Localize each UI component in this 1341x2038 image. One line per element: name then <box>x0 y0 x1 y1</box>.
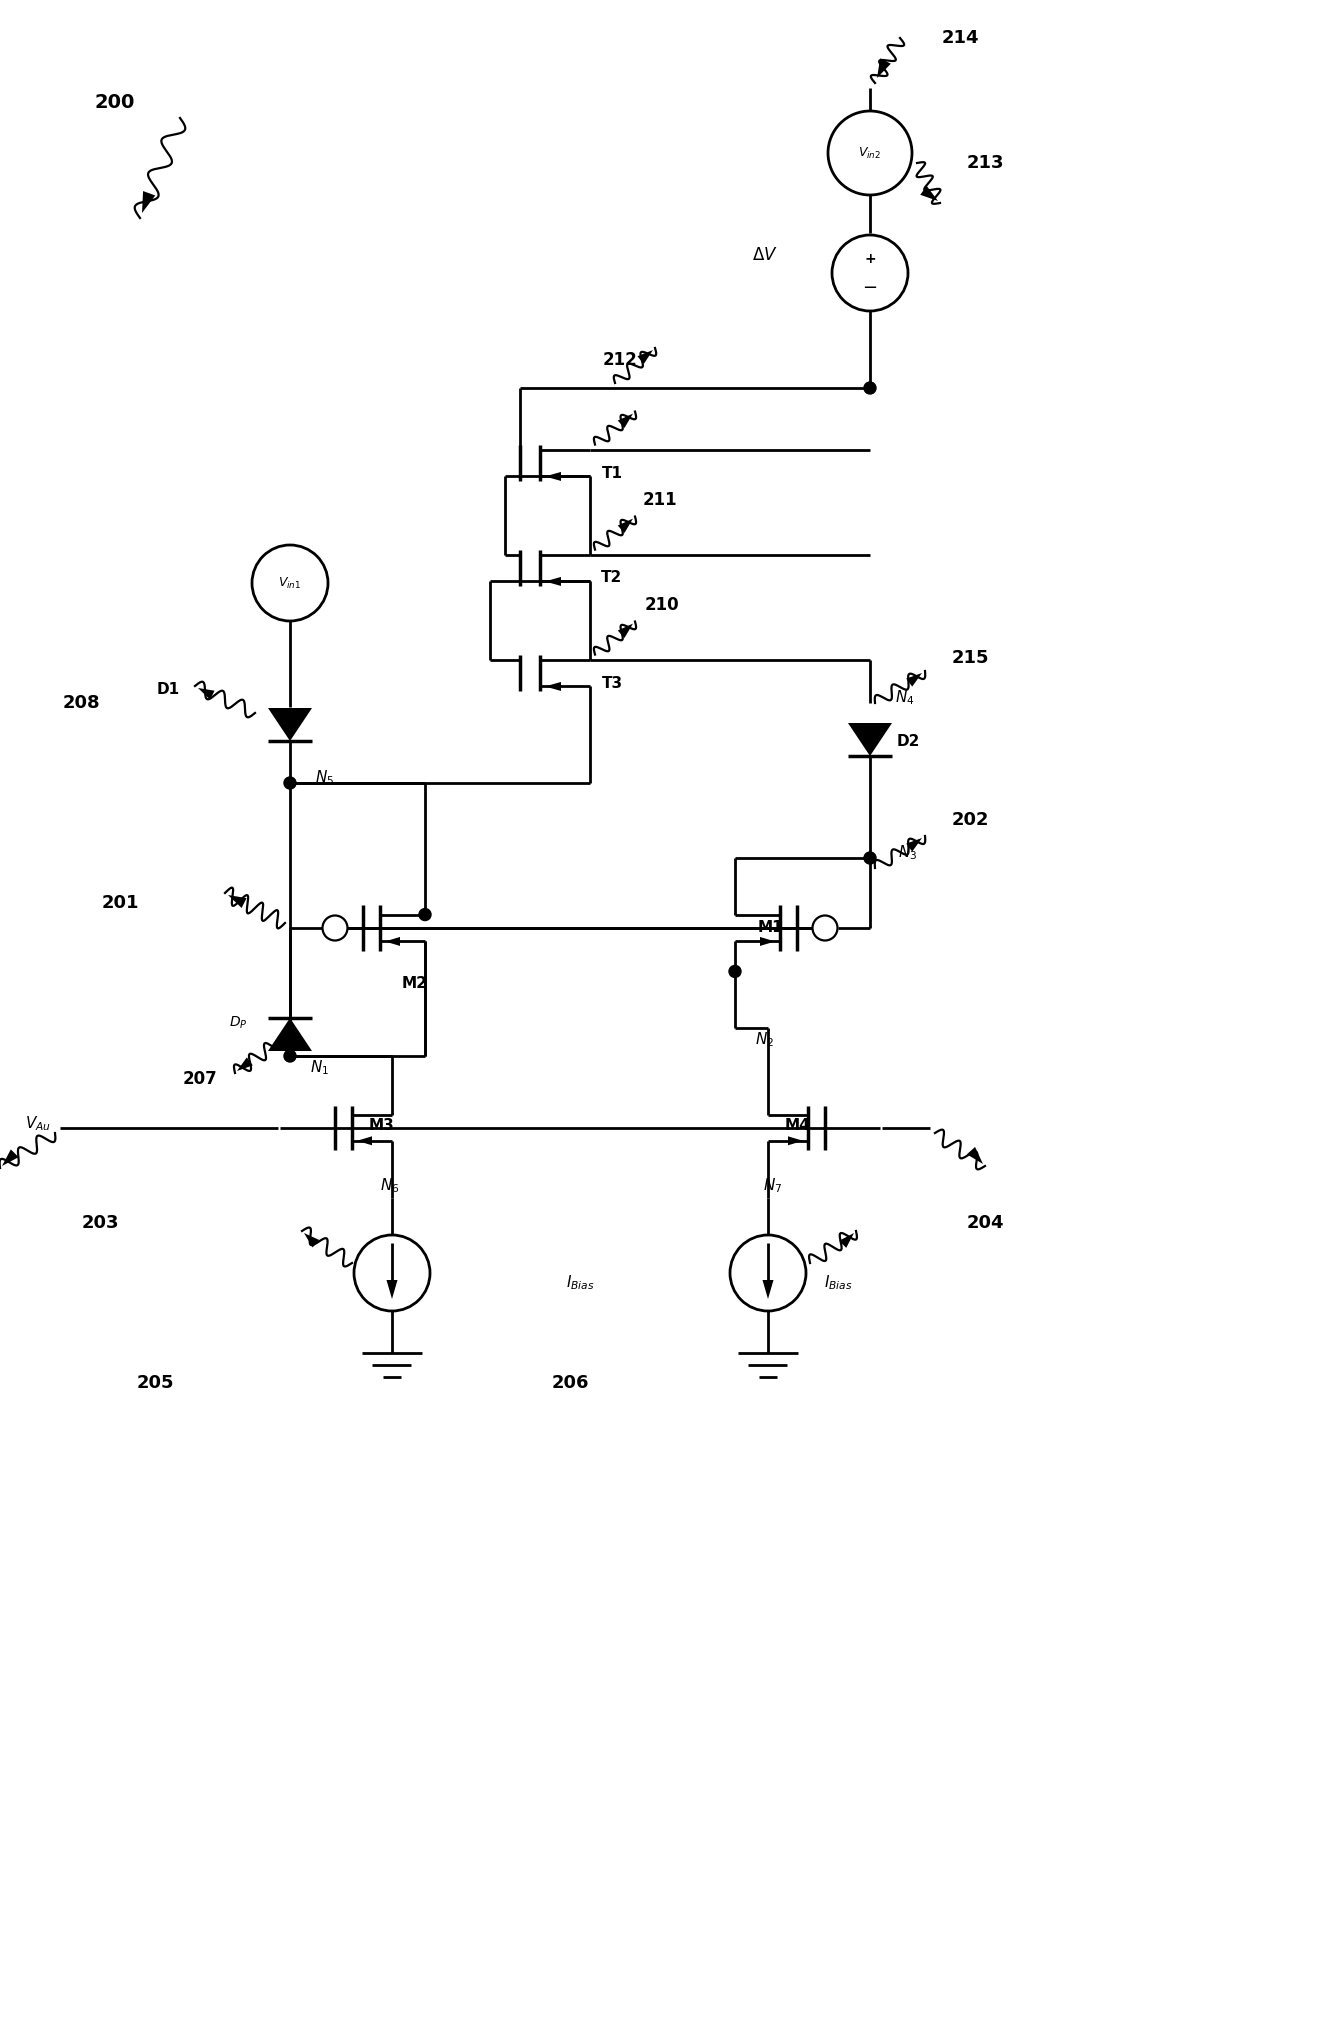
Text: 206: 206 <box>551 1374 589 1392</box>
Text: M1: M1 <box>758 921 783 935</box>
Text: D2: D2 <box>896 734 920 748</box>
Text: D1: D1 <box>157 683 180 697</box>
Polygon shape <box>920 185 937 202</box>
Text: −: − <box>862 279 877 298</box>
Text: 203: 203 <box>82 1215 119 1233</box>
Text: 213: 213 <box>967 155 1004 171</box>
Text: $N_4$: $N_4$ <box>896 689 915 707</box>
Polygon shape <box>763 1280 774 1298</box>
Circle shape <box>864 852 876 864</box>
Text: +: + <box>864 253 876 267</box>
Text: 208: 208 <box>63 695 101 711</box>
Polygon shape <box>544 683 561 691</box>
Text: 214: 214 <box>941 29 979 47</box>
Circle shape <box>284 776 296 789</box>
Text: M2: M2 <box>402 976 428 990</box>
Polygon shape <box>268 1019 312 1052</box>
Polygon shape <box>237 1058 253 1072</box>
Text: 210: 210 <box>645 595 680 613</box>
Text: $V_{Au}$: $V_{Au}$ <box>25 1115 51 1133</box>
Text: $N_1$: $N_1$ <box>310 1058 330 1078</box>
Text: $V_{in2}$: $V_{in2}$ <box>858 145 881 161</box>
Text: 212: 212 <box>602 351 637 369</box>
Text: $N_3$: $N_3$ <box>898 844 917 862</box>
Polygon shape <box>907 838 923 852</box>
Text: $D_P$: $D_P$ <box>229 1015 247 1031</box>
Polygon shape <box>848 723 892 756</box>
Text: $N_6$: $N_6$ <box>381 1176 400 1196</box>
Text: $N_2$: $N_2$ <box>755 1031 775 1050</box>
Polygon shape <box>268 707 312 742</box>
Text: 204: 204 <box>967 1215 1004 1233</box>
Polygon shape <box>198 689 215 699</box>
Polygon shape <box>304 1233 319 1247</box>
Polygon shape <box>877 59 890 77</box>
Text: 215: 215 <box>951 648 988 666</box>
Polygon shape <box>839 1233 854 1247</box>
Text: 201: 201 <box>102 895 138 911</box>
Polygon shape <box>386 1280 397 1298</box>
Polygon shape <box>789 1137 803 1145</box>
Text: T3: T3 <box>601 675 622 691</box>
Polygon shape <box>760 937 775 946</box>
Polygon shape <box>618 518 633 534</box>
Text: T2: T2 <box>601 571 622 585</box>
Polygon shape <box>357 1137 371 1145</box>
Text: 207: 207 <box>182 1070 217 1088</box>
Circle shape <box>730 966 742 978</box>
Polygon shape <box>618 414 633 428</box>
Text: T1: T1 <box>602 465 622 481</box>
Text: 205: 205 <box>137 1374 174 1392</box>
Text: M4: M4 <box>784 1119 811 1133</box>
Circle shape <box>418 909 430 921</box>
Text: $V_{in1}$: $V_{in1}$ <box>279 575 302 591</box>
Polygon shape <box>1 1149 19 1166</box>
Text: $I_{Bias}$: $I_{Bias}$ <box>566 1274 594 1292</box>
Polygon shape <box>907 673 923 687</box>
Circle shape <box>864 381 876 393</box>
Polygon shape <box>385 937 400 946</box>
Polygon shape <box>544 577 561 587</box>
Circle shape <box>284 1050 296 1062</box>
Polygon shape <box>142 192 156 214</box>
Text: $\Delta V$: $\Delta V$ <box>752 247 778 265</box>
Polygon shape <box>544 473 561 481</box>
Polygon shape <box>618 624 633 638</box>
Text: $N_5$: $N_5$ <box>315 768 334 787</box>
Text: 202: 202 <box>951 811 988 829</box>
Text: $I_{Bias}$: $I_{Bias}$ <box>823 1274 853 1292</box>
Text: M3: M3 <box>369 1119 394 1133</box>
Polygon shape <box>637 351 653 365</box>
Polygon shape <box>967 1147 983 1164</box>
Text: 200: 200 <box>95 94 135 112</box>
Polygon shape <box>228 895 247 909</box>
Text: $N_7$: $N_7$ <box>763 1176 783 1196</box>
Text: 211: 211 <box>642 491 677 510</box>
